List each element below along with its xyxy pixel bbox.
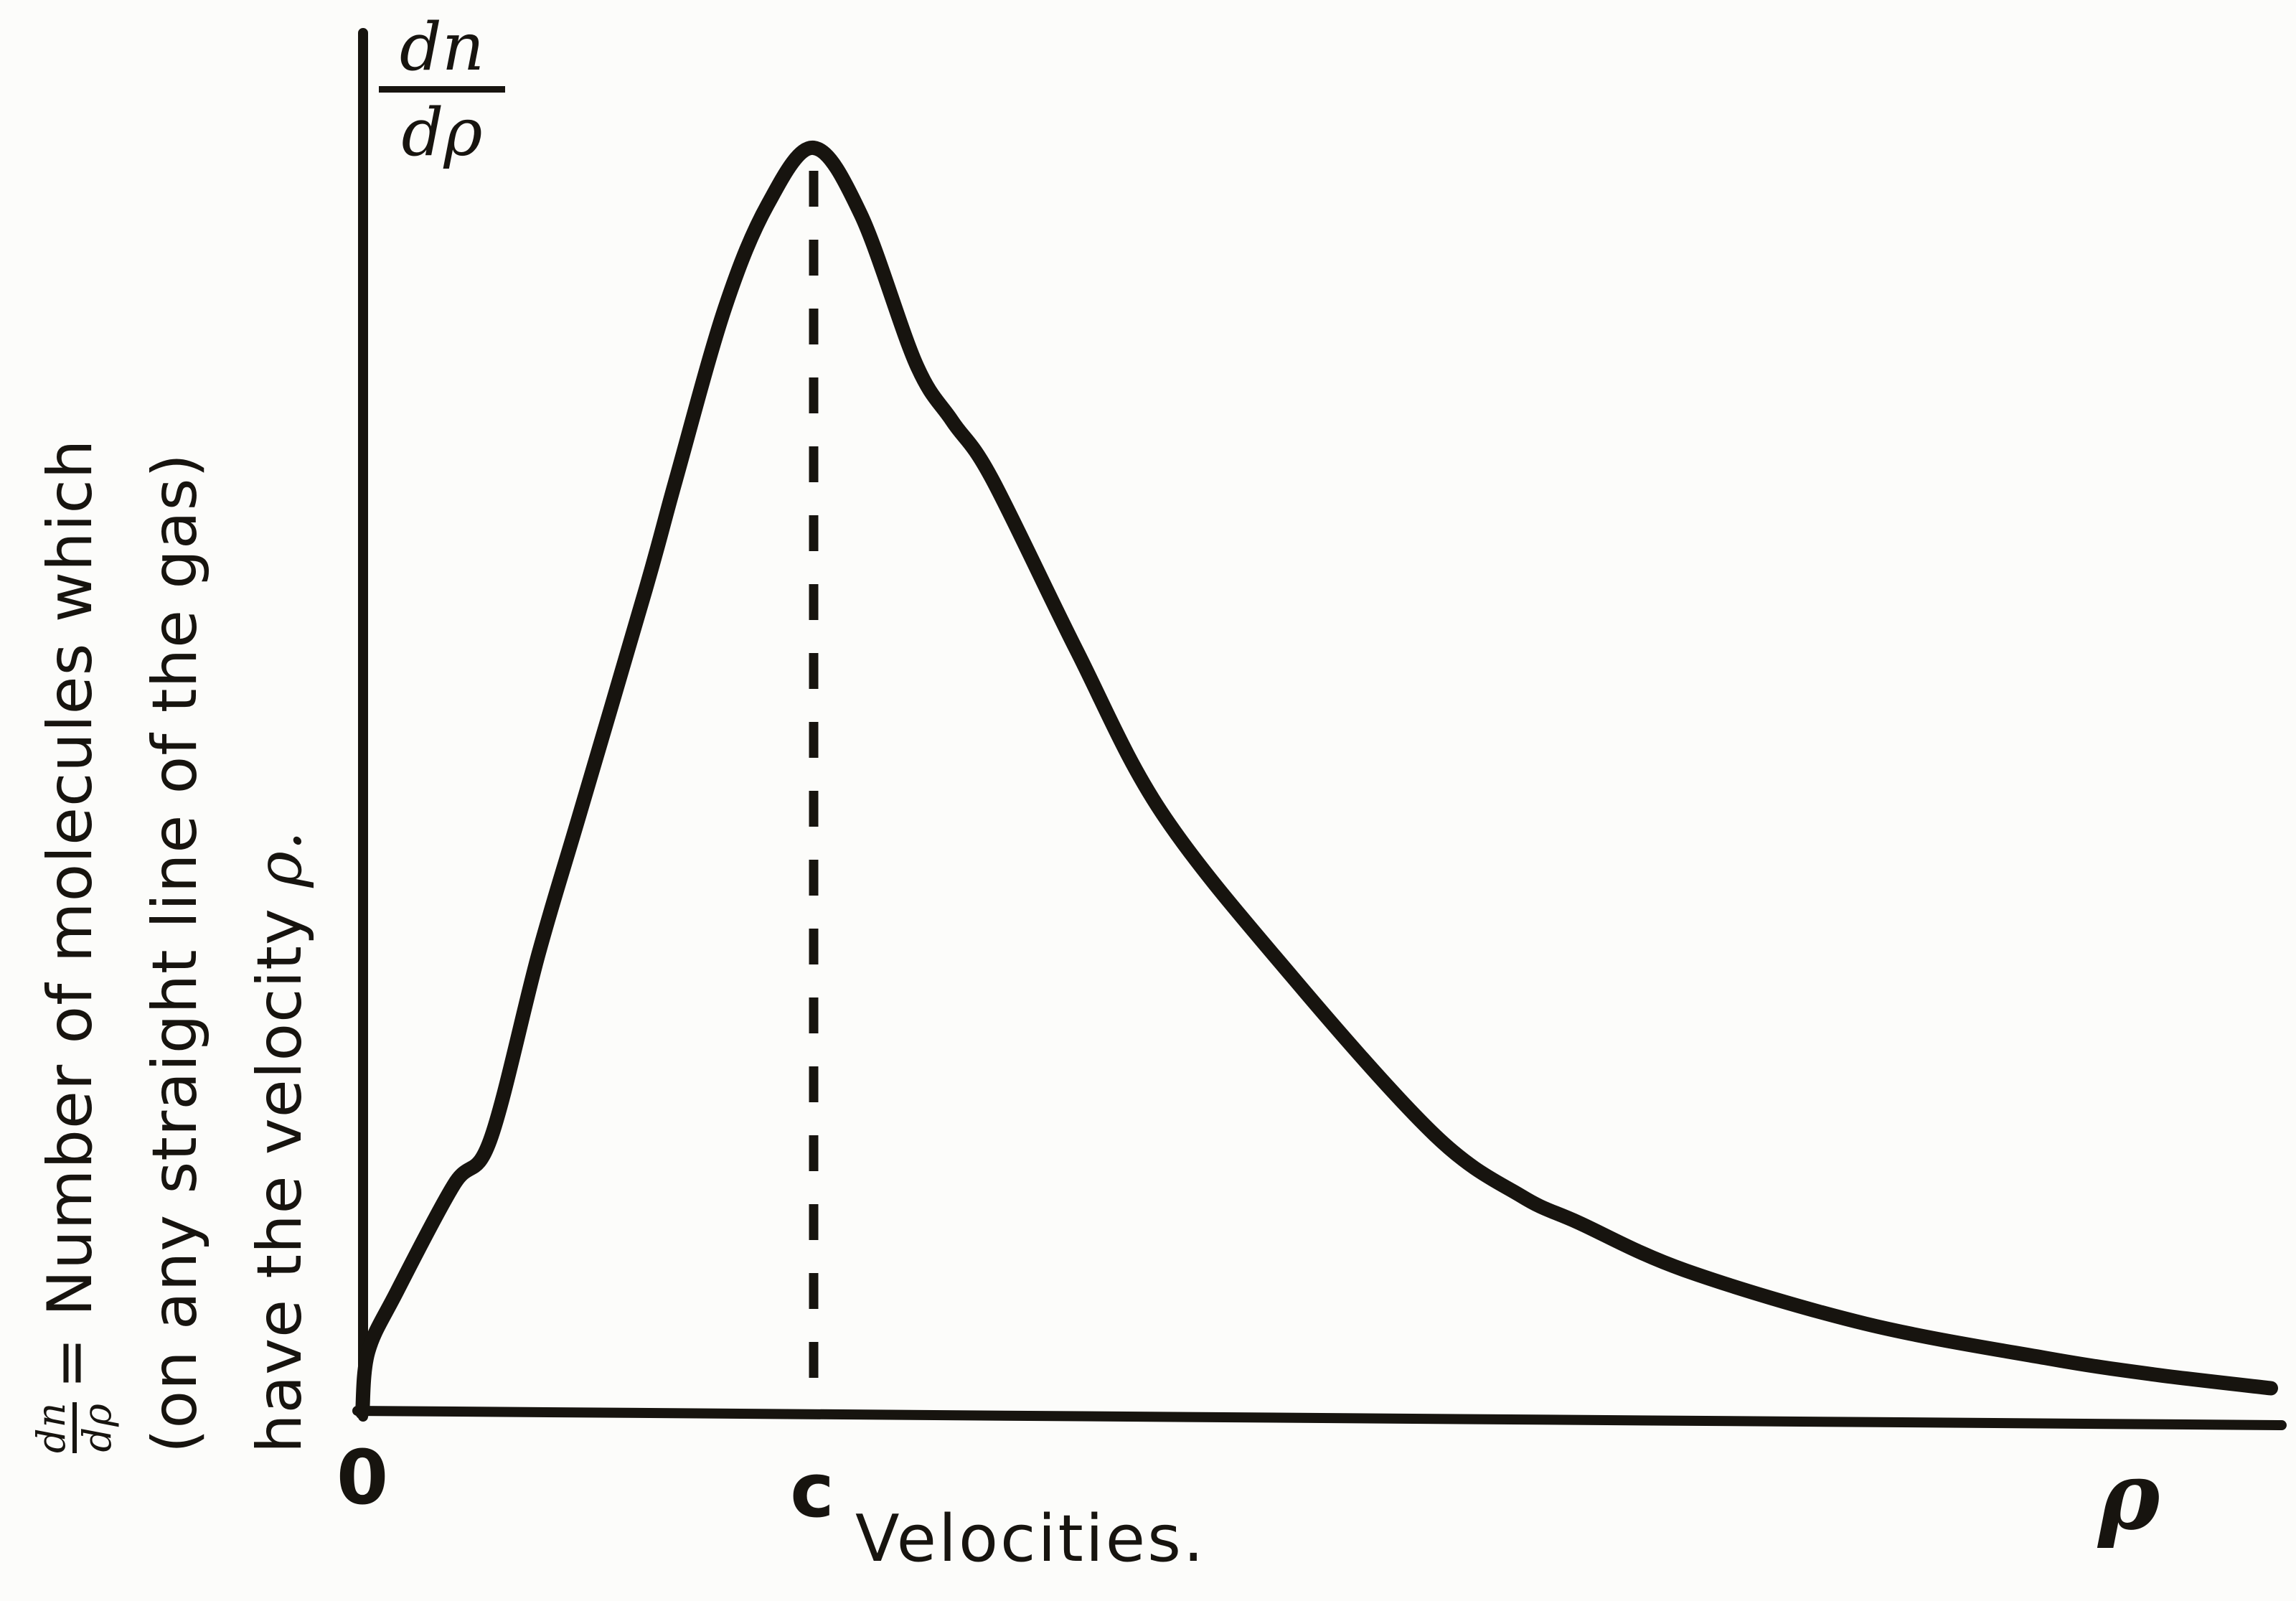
y-axis-description-line3-symbol: ρ. — [244, 830, 316, 888]
fraction-numerator: dn — [399, 9, 485, 85]
distribution-curve — [355, 141, 2278, 1419]
origin-tick-label: 0 — [336, 1434, 389, 1521]
inline-fraction: dn dρ — [28, 1402, 120, 1453]
y-axis-fraction-label: dn dρ — [379, 11, 505, 169]
x-axis-title: Velocities. — [855, 1501, 1206, 1577]
x-axis-symbol-label: ρ — [2098, 1441, 2160, 1551]
peak-tick-label: c — [790, 1447, 834, 1534]
fraction-bar — [379, 86, 505, 93]
y-axis-description: dn dρ = Number of molecules which (on an… — [18, 276, 334, 1453]
y-axis-description-line3: have the velocity ρ. — [227, 276, 332, 1453]
inline-fraction-denominator: dρ — [74, 1403, 120, 1452]
y-axis-description-line2: (on any straight line of the gas) — [139, 453, 211, 1453]
y-axis-description-line1-text: = Number of molecules which — [34, 438, 106, 1389]
x-axis-line — [352, 1406, 2287, 1430]
y-axis-description-line1: dn dρ = Number of molecules which — [18, 276, 123, 1453]
fraction-denominator: dρ — [401, 94, 483, 171]
inline-fraction-numerator: dn — [28, 1402, 74, 1453]
y-axis-description-line3-text: have the velocity — [244, 908, 316, 1453]
